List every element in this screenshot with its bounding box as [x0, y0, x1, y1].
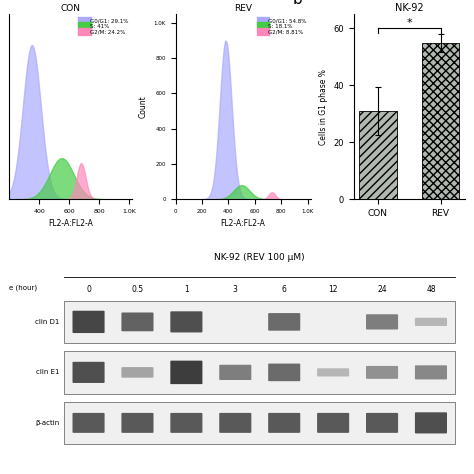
- Text: b: b: [293, 0, 303, 7]
- FancyBboxPatch shape: [121, 367, 154, 378]
- FancyBboxPatch shape: [121, 413, 154, 433]
- FancyBboxPatch shape: [170, 311, 202, 332]
- FancyBboxPatch shape: [121, 312, 154, 331]
- FancyBboxPatch shape: [73, 362, 105, 383]
- Title: REV: REV: [234, 4, 252, 13]
- FancyBboxPatch shape: [268, 313, 300, 331]
- FancyBboxPatch shape: [415, 412, 447, 433]
- FancyBboxPatch shape: [317, 413, 349, 433]
- Bar: [422, 43, 459, 199]
- Y-axis label: Count: Count: [139, 95, 148, 118]
- Text: clin E1: clin E1: [36, 369, 60, 375]
- FancyBboxPatch shape: [366, 413, 398, 433]
- FancyBboxPatch shape: [170, 361, 202, 384]
- Title: CON: CON: [61, 4, 81, 13]
- Text: β-actin: β-actin: [35, 420, 60, 426]
- Text: 6: 6: [282, 285, 287, 294]
- X-axis label: FL2-A:FL2-A: FL2-A:FL2-A: [48, 219, 93, 228]
- Text: 24: 24: [377, 285, 387, 294]
- FancyBboxPatch shape: [415, 318, 447, 326]
- FancyBboxPatch shape: [64, 351, 456, 394]
- Text: e (hour): e (hour): [9, 285, 37, 292]
- FancyBboxPatch shape: [317, 368, 349, 376]
- Bar: [359, 111, 397, 199]
- Text: 0.5: 0.5: [131, 285, 144, 294]
- Text: 1: 1: [184, 285, 189, 294]
- FancyBboxPatch shape: [366, 314, 398, 329]
- FancyBboxPatch shape: [73, 413, 105, 433]
- Text: *: *: [406, 18, 412, 27]
- FancyBboxPatch shape: [170, 413, 202, 433]
- FancyBboxPatch shape: [268, 413, 300, 433]
- X-axis label: FL2-A:FL2-A: FL2-A:FL2-A: [221, 219, 265, 228]
- FancyBboxPatch shape: [366, 366, 398, 379]
- Text: 3: 3: [233, 285, 238, 294]
- FancyBboxPatch shape: [268, 364, 300, 381]
- Text: clin D1: clin D1: [35, 319, 60, 325]
- FancyBboxPatch shape: [64, 301, 456, 343]
- Text: 12: 12: [328, 285, 338, 294]
- Text: NK-92 (REV 100 μM): NK-92 (REV 100 μM): [214, 253, 305, 262]
- Legend: G0/G1: 54.8%, S: 18.1%, G2/M: 8.81%: G0/G1: 54.8%, S: 18.1%, G2/M: 8.81%: [259, 17, 308, 36]
- FancyBboxPatch shape: [219, 365, 251, 380]
- FancyBboxPatch shape: [415, 365, 447, 379]
- FancyBboxPatch shape: [219, 413, 251, 433]
- Title: NK-92: NK-92: [395, 3, 423, 13]
- Legend: G0/G1: 29.1%, S: 41%, G2/M: 24.2%: G0/G1: 29.1%, S: 41%, G2/M: 24.2%: [81, 17, 130, 36]
- FancyBboxPatch shape: [64, 401, 456, 444]
- Y-axis label: Cells in G1 phase %: Cells in G1 phase %: [319, 69, 328, 145]
- Text: 48: 48: [426, 285, 436, 294]
- FancyBboxPatch shape: [73, 311, 105, 333]
- Text: 0: 0: [86, 285, 91, 294]
